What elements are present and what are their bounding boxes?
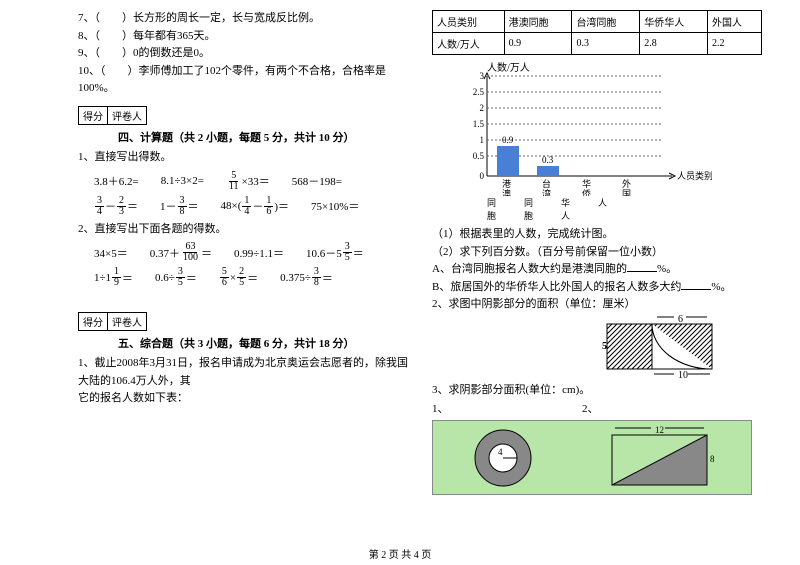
score-label: 得分	[79, 107, 108, 124]
score-box-5: 得分 评卷人	[78, 312, 147, 331]
svg-text:华: 华	[582, 178, 591, 189]
svg-text:侨: 侨	[582, 188, 591, 196]
expr: 75×10%＝	[311, 198, 359, 214]
svg-text:12: 12	[655, 425, 664, 435]
y-axis-label: 人数/万人	[487, 61, 530, 74]
svg-text:0: 0	[480, 171, 485, 181]
p3-label-2: 2、	[582, 400, 599, 416]
svg-text:6: 6	[678, 314, 683, 325]
expr: 1÷1 19 ＝	[94, 267, 133, 288]
svg-text:澳: 澳	[502, 188, 511, 196]
th: 外国人	[708, 11, 762, 33]
grader-label: 评卷人	[108, 107, 146, 124]
svg-text:2.5: 2.5	[473, 87, 485, 97]
svg-text:10: 10	[678, 370, 688, 379]
expr: 0.37＋ 63100 ＝	[150, 242, 212, 263]
sub-q1: （1）根据表里的人数，完成统计图。	[432, 226, 762, 244]
section5-p2: 2、求图中阴影部分的面积（单位：厘米）	[432, 296, 762, 314]
expr: 56 × 25 ＝	[219, 267, 258, 288]
th: 港澳同胞	[504, 11, 572, 33]
ring-figure: 4	[468, 425, 538, 490]
svg-text:5: 5	[602, 341, 607, 352]
question-8: 8、（ ）每年都有365天。	[78, 28, 408, 46]
grader-label: 评卷人	[108, 313, 146, 330]
bar-1-label: 0.9	[502, 135, 514, 145]
question-10: 10、（ ）李师傅加工了102个零件，有两个不合格，合格率是100%。	[78, 63, 408, 98]
cell: 2.2	[708, 33, 762, 55]
expr: 0.99÷1.1＝	[234, 245, 284, 261]
calc-row-2: 34 － 23 ＝ 1－ 38 ＝ 48×( 14 － 16 )＝ 75×10%…	[94, 196, 408, 217]
y-ticks: 3 2.5 2 1.5 1 0.5 0	[473, 71, 485, 181]
section5-p1b: 它的报名人数如下表：	[78, 390, 408, 408]
row-label: 人数/万人	[433, 33, 505, 55]
section5-p1a: 1、截止2008年3月31日，报名申请成为北京奥运会志愿者的，除我国大陆的106…	[78, 355, 408, 390]
svg-text:8: 8	[710, 454, 715, 464]
bar-1	[497, 146, 519, 176]
calc-row-4: 1÷1 19 ＝ 0.6÷ 35 ＝ 56 × 25 ＝ 0.375÷ 38 ＝	[94, 267, 408, 288]
data-table: 人员类别 港澳同胞 台湾同胞 华侨华人 外国人 人数/万人 0.9 0.3 2.…	[432, 10, 762, 55]
svg-text:0.5: 0.5	[473, 151, 485, 161]
expr: 34 － 23 ＝	[94, 196, 138, 217]
expr: 568－198=	[292, 173, 342, 189]
expr: 3.8＋6.2=	[94, 173, 139, 189]
sub-qB: B、旅居国外的华侨华人比外国人的报名人数多大约%。	[432, 279, 762, 297]
geometry-figure-1: 5 6 10	[602, 314, 732, 379]
expr: 10.6－5 35 ＝	[306, 242, 364, 263]
x-labels: 港澳 台湾 华侨 外国	[502, 178, 631, 196]
svg-text:1.5: 1.5	[473, 119, 485, 129]
svg-text:外: 外	[622, 178, 631, 189]
cell: 2.8	[640, 33, 708, 55]
svg-text:1: 1	[480, 135, 485, 145]
score-box-4: 得分 评卷人	[78, 106, 147, 125]
sub-q2: （2）求下列百分数。（百分号前保留一位小数）	[432, 244, 762, 262]
calc-row-3: 34×5＝ 0.37＋ 63100 ＝ 0.99÷1.1＝ 10.6－5 35 …	[94, 242, 408, 263]
svg-text:4: 4	[498, 447, 503, 457]
question-7: 7、（ ）长方形的周长一定，长与宽成反比例。	[78, 10, 408, 28]
bar-2	[537, 166, 559, 176]
cell: 0.3	[572, 33, 640, 55]
svg-text:国: 国	[622, 189, 631, 196]
page-footer: 第 2 页 共 4 页	[0, 546, 800, 561]
expr: 1－ 38 ＝	[160, 196, 199, 217]
blank-B[interactable]	[681, 279, 711, 290]
expr: 48×( 14 － 16 )＝	[221, 196, 290, 217]
expr: 8.1÷3×2=	[161, 175, 204, 187]
section-4-title: 四、计算题（共 2 小题，每题 5 分，共计 10 分）	[118, 129, 408, 145]
svg-text:湾: 湾	[542, 188, 551, 196]
right-column: 人员类别 港澳同胞 台湾同胞 华侨华人 外国人 人数/万人 0.9 0.3 2.…	[420, 10, 770, 540]
th: 台湾同胞	[572, 11, 640, 33]
svg-text:港: 港	[502, 178, 511, 189]
svg-text:台: 台	[542, 178, 551, 189]
x-axis-label: 人员类别	[677, 170, 712, 181]
expr: 0.6÷ 35 ＝	[155, 267, 197, 288]
p3-label-1: 1、	[432, 400, 582, 416]
expr: 0.375÷ 38 ＝	[280, 267, 333, 288]
bar-2-label: 0.3	[542, 155, 554, 165]
section4-sub2: 2、直接写出下面各题的得数。	[78, 221, 408, 239]
fraction: 511	[227, 171, 241, 192]
expr: 34×5＝	[94, 245, 128, 261]
calc-row-1: 3.8＋6.2= 8.1÷3×2= 511 ×33＝ 568－198=	[94, 171, 408, 192]
sub-qA: A、台湾同胞报名人数大约是港澳同胞的%。	[432, 261, 762, 279]
green-figure-band: 4 12 8	[432, 420, 752, 495]
question-9: 9、（ ）0的倒数还是0。	[78, 45, 408, 63]
chart-svg: 人数/万人 3 2.5 2 1.5 1 0.5 0	[452, 61, 712, 196]
svg-text:2: 2	[480, 103, 485, 113]
section-5-title: 五、综合题（共 3 小题，每题 6 分，共计 18 分）	[118, 335, 408, 351]
score-label: 得分	[79, 313, 108, 330]
cell: 0.9	[504, 33, 572, 55]
expr: 511 ×33＝	[226, 171, 270, 192]
bar-chart: 人数/万人 3 2.5 2 1.5 1 0.5 0	[452, 61, 712, 196]
triangle-figure: 12 8	[607, 425, 717, 490]
left-column: 7、（ ）长方形的周长一定，长与宽成反比例。 8、（ ）每年都有365天。 9、…	[70, 10, 420, 540]
section4-sub1: 1、直接写出得数。	[78, 149, 408, 167]
svg-text:3: 3	[480, 71, 485, 81]
th: 人员类别	[433, 11, 505, 33]
th: 华侨华人	[640, 11, 708, 33]
section5-p3: 3、求阴影部分面积(单位：cm)。	[432, 382, 762, 400]
blank-A[interactable]	[627, 261, 657, 272]
